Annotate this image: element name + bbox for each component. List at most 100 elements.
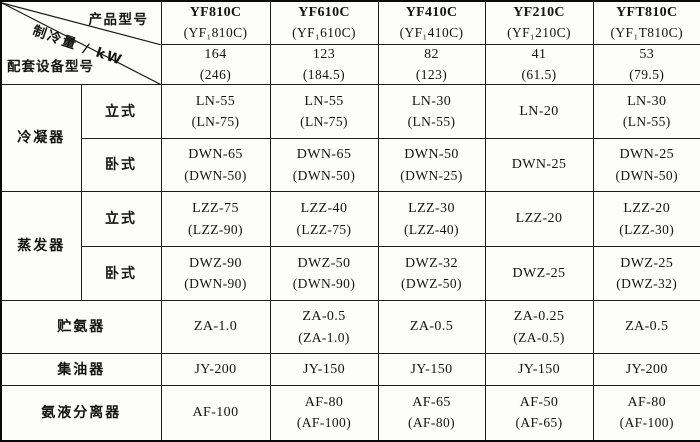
- table-row: 冷凝器 立式 LN-55 (LN-75) LN-55 (LN-75) LN-30…: [1, 85, 700, 139]
- corner-header-cell: 产品型号 制冷量 / kW 配套设备型号: [1, 1, 161, 85]
- capacity-cell: 123 (184.5): [270, 44, 378, 85]
- value-cell: LN-20: [485, 85, 593, 139]
- value-cell: DWN-65 (DWN-50): [270, 139, 378, 192]
- model-header-cell: YF410C (YF₁410C): [378, 1, 485, 44]
- equipment-model: ZA-1.0: [162, 317, 270, 337]
- equipment-model-alt: (DWN-50): [594, 166, 700, 186]
- equipment-model: ZA-0.25: [486, 307, 593, 327]
- model-name: YFT810C: [594, 3, 700, 23]
- capacity-cell: 82 (123): [378, 44, 485, 85]
- capacity-value-alt: (79.5): [594, 65, 700, 85]
- value-cell: LN-30 (LN-55): [378, 85, 485, 139]
- equipment-model: LZZ-75: [162, 199, 270, 219]
- equipment-model-alt: (DWZ-32): [594, 274, 700, 294]
- capacity-value-alt: (246): [162, 65, 270, 85]
- equipment-model: AF-80: [594, 393, 700, 413]
- equipment-model: DWZ-50: [271, 254, 378, 274]
- equipment-type-label: 卧式: [81, 247, 161, 301]
- table-row: 卧式 DWZ-90 (DWN-90) DWZ-50 (DWN-90) DWZ-3…: [1, 247, 700, 301]
- equipment-model: LN-55: [271, 92, 378, 112]
- equipment-model-alt: (LN-75): [162, 112, 270, 132]
- value-cell: DWZ-50 (DWN-90): [270, 247, 378, 301]
- equipment-model-alt: (LN-75): [271, 112, 378, 132]
- equipment-model: JY-200: [594, 360, 700, 380]
- equipment-model-alt: (LZZ-90): [162, 220, 270, 240]
- model-header-cell: YF810C (YF₁810C): [161, 1, 270, 44]
- value-cell: ZA-1.0: [161, 301, 270, 354]
- equipment-model-alt: (AF-100): [594, 413, 700, 433]
- model-header-cell: YF210C (YF₁210C): [485, 1, 593, 44]
- equipment-model-alt: (DWN-50): [271, 166, 378, 186]
- equipment-model-alt: (DWN-90): [271, 274, 378, 294]
- equipment-model-alt: (DWN-90): [162, 274, 270, 294]
- value-cell: DWZ-25 (DWZ-32): [593, 247, 700, 301]
- equipment-model-alt: (AF-80): [379, 413, 485, 433]
- equipment-model: LZZ-20: [486, 209, 593, 229]
- equipment-type-label: 卧式: [81, 139, 161, 192]
- equipment-model: JY-150: [379, 360, 485, 380]
- value-cell: LZZ-40 (LZZ-75): [270, 192, 378, 247]
- equipment-model-alt: (DWZ-50): [379, 274, 485, 294]
- value-cell: LN-30 (LN-55): [593, 85, 700, 139]
- equipment-model: LZZ-20: [594, 199, 700, 219]
- equipment-model: LN-55: [162, 92, 270, 112]
- equipment-model: DWZ-25: [486, 264, 593, 284]
- corner-label-matching-equipment: 配套设备型号: [7, 58, 94, 78]
- equipment-model: DWN-65: [271, 145, 378, 165]
- table-row: 蒸发器 立式 LZZ-75 (LZZ-90) LZZ-40 (LZZ-75) L…: [1, 192, 700, 247]
- value-cell: DWN-25 (DWN-50): [593, 139, 700, 192]
- value-cell: ZA-0.25 (ZA-0.5): [485, 301, 593, 354]
- capacity-value: 53: [594, 45, 700, 65]
- equipment-model: JY-200: [162, 360, 270, 380]
- table-row: 集油器 JY-200 JY-150 JY-150 JY-150 JY-200: [1, 354, 700, 386]
- equipment-model: DWN-65: [162, 145, 270, 165]
- equipment-model: AF-50: [486, 393, 593, 413]
- model-name-alt: (YF₁610C): [271, 23, 378, 43]
- value-cell: LZZ-20 (LZZ-30): [593, 192, 700, 247]
- value-cell: DWZ-90 (DWN-90): [161, 247, 270, 301]
- equipment-model-alt: (LN-55): [594, 112, 700, 132]
- value-cell: AF-65 (AF-80): [378, 386, 485, 441]
- model-name: YF610C: [271, 3, 378, 23]
- equipment-model-alt: (LN-55): [379, 112, 485, 132]
- value-cell: ZA-0.5: [593, 301, 700, 354]
- equipment-model-alt: (ZA-0.5): [486, 328, 593, 348]
- value-cell: DWZ-25: [485, 247, 593, 301]
- model-name-alt: (YF₁T810C): [594, 23, 700, 43]
- equipment-model: DWN-25: [486, 155, 593, 175]
- equipment-group-label-condenser: 冷凝器: [1, 85, 81, 192]
- model-name: YF210C: [486, 3, 593, 23]
- capacity-cell: 53 (79.5): [593, 44, 700, 85]
- equipment-group-label-evaporator: 蒸发器: [1, 192, 81, 301]
- equipment-model: ZA-0.5: [379, 317, 485, 337]
- value-cell: LZZ-20: [485, 192, 593, 247]
- model-header-cell: YF610C (YF₁610C): [270, 1, 378, 44]
- model-name: YF810C: [162, 3, 270, 23]
- model-name: YF410C: [379, 3, 485, 23]
- value-cell: AF-50 (AF-65): [485, 386, 593, 441]
- model-name-alt: (YF₁210C): [486, 23, 593, 43]
- equipment-type-label: 立式: [81, 85, 161, 139]
- capacity-value-alt: (184.5): [271, 65, 378, 85]
- value-cell: JY-200: [593, 354, 700, 386]
- value-cell: JY-150: [378, 354, 485, 386]
- equipment-model-alt: (LZZ-30): [594, 220, 700, 240]
- equipment-model: DWN-25: [594, 145, 700, 165]
- capacity-value: 123: [271, 45, 378, 65]
- equipment-model-alt: (LZZ-75): [271, 220, 378, 240]
- capacity-cell: 41 (61.5): [485, 44, 593, 85]
- equipment-model: AF-100: [162, 403, 270, 423]
- value-cell: DWN-50 (DWN-25): [378, 139, 485, 192]
- equipment-model: LZZ-40: [271, 199, 378, 219]
- row-label-ammonia-liquid-separator: 氨液分离器: [1, 386, 161, 441]
- value-cell: LN-55 (LN-75): [270, 85, 378, 139]
- equipment-model-alt: (LZZ-40): [379, 220, 485, 240]
- table-row: 卧式 DWN-65 (DWN-50) DWN-65 (DWN-50) DWN-5…: [1, 139, 700, 192]
- capacity-value-alt: (123): [379, 65, 485, 85]
- equipment-model: ZA-0.5: [271, 307, 378, 327]
- equipment-model: LN-30: [594, 92, 700, 112]
- value-cell: DWN-65 (DWN-50): [161, 139, 270, 192]
- equipment-model: LN-30: [379, 92, 485, 112]
- value-cell: JY-150: [270, 354, 378, 386]
